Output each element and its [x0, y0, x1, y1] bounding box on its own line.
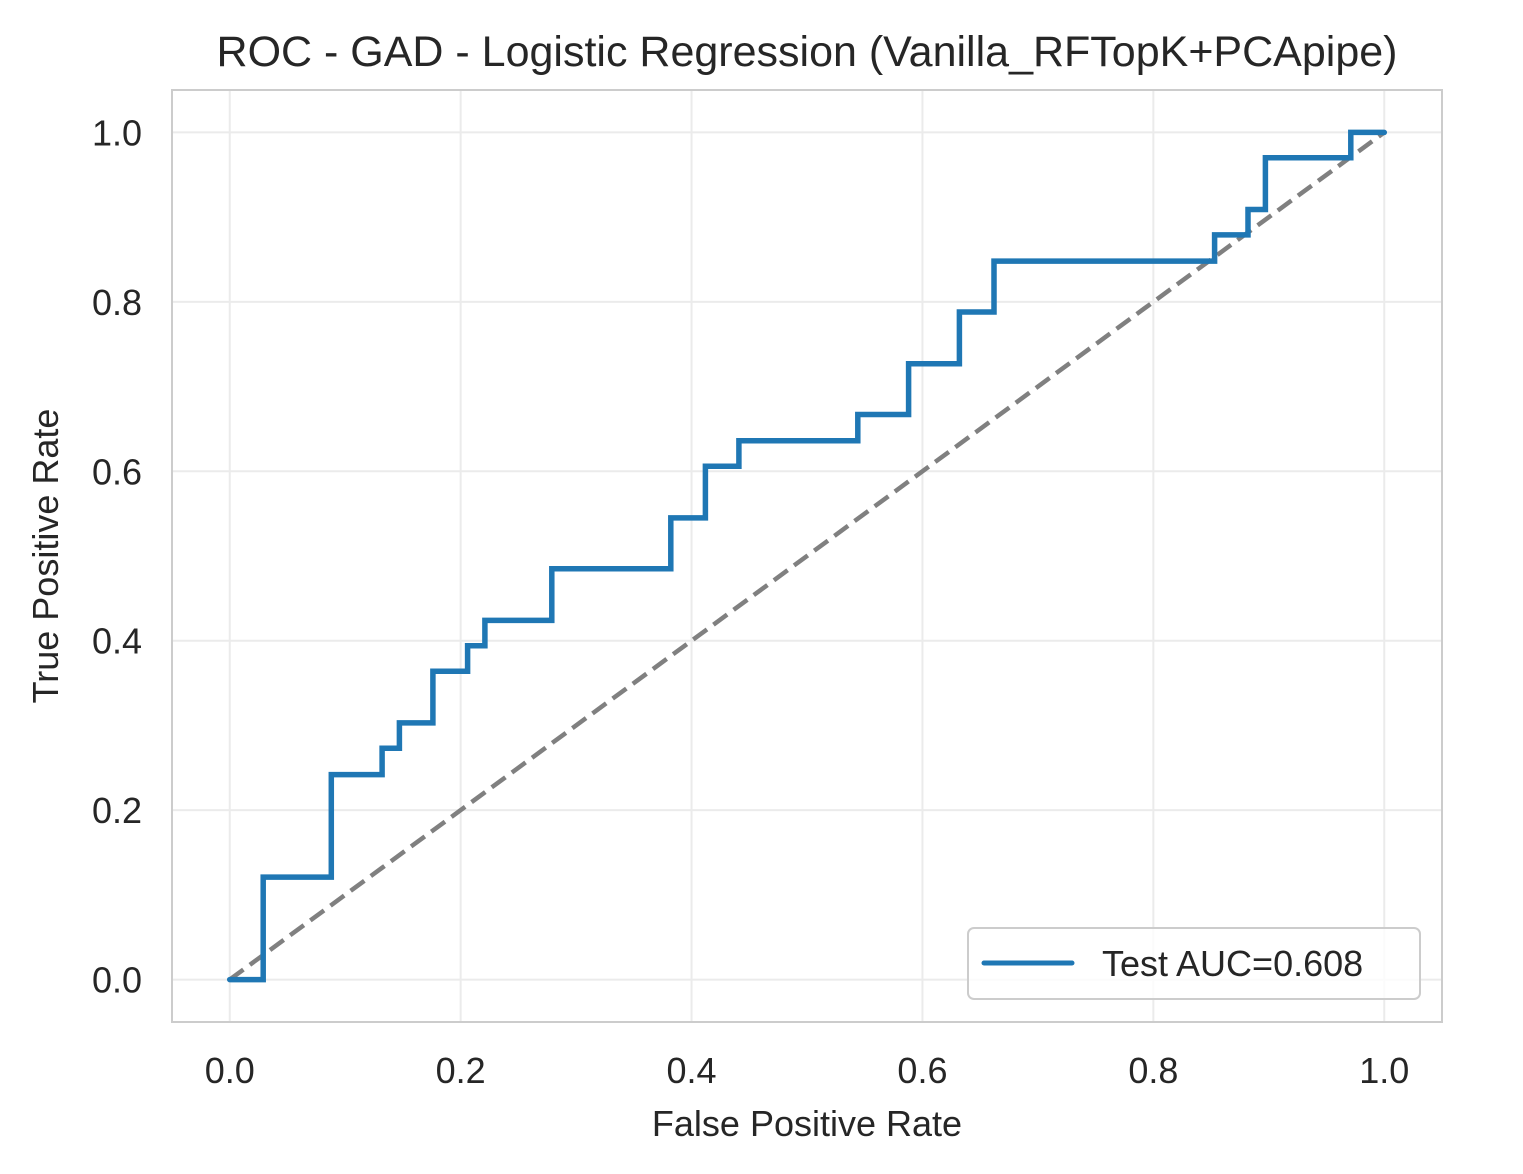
legend: Test AUC=0.608 [967, 927, 1421, 1000]
series-layer [226, 129, 1388, 983]
x-tick-label: 0.8 [1128, 1050, 1178, 1091]
x-tick-label: 0.6 [897, 1050, 947, 1091]
y-axis-ticks: 0.0 0.2 0.4 0.6 0.8 1.0 [92, 112, 142, 1000]
plot-frame [171, 89, 1443, 1023]
legend-frame [967, 927, 1421, 1000]
x-axis-ticks: 0.0 0.2 0.4 0.6 0.8 1.0 [205, 1050, 1410, 1091]
legend-entry-label: Test AUC=0.608 [1102, 943, 1363, 984]
y-tick-label: 0.0 [92, 960, 142, 1001]
x-tick-label: 0.4 [667, 1050, 717, 1091]
y-tick-label: 0.2 [92, 790, 142, 831]
roc-curve-line [226, 129, 1388, 983]
y-tick-label: 0.4 [92, 621, 142, 662]
y-tick-label: 0.6 [92, 451, 142, 492]
y-tick-label: 1.0 [92, 112, 142, 153]
chart-title: ROC - GAD - Logistic Regression (Vanilla… [217, 28, 1398, 76]
x-tick-label: 0.2 [436, 1050, 486, 1091]
x-tick-label: 1.0 [1359, 1050, 1409, 1091]
x-tick-label: 0.0 [205, 1050, 255, 1091]
y-axis-label: True Positive Rate [25, 409, 66, 704]
grid [172, 90, 1442, 1022]
y-tick-label: 0.8 [92, 282, 142, 323]
x-axis-label: False Positive Rate [652, 1103, 962, 1144]
chance-diagonal-line [228, 130, 1386, 982]
